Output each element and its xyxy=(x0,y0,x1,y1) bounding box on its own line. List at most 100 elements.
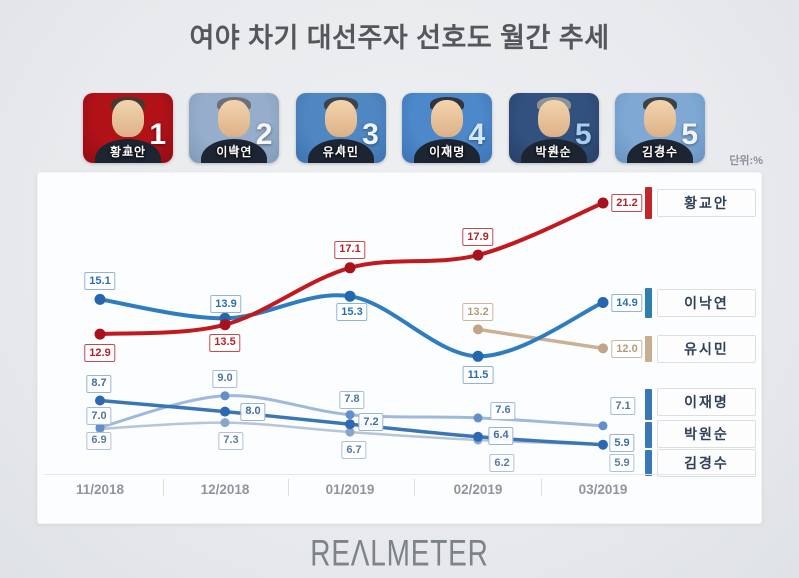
data-point-이낙연-02/2019 xyxy=(472,350,484,362)
x-axis-label-03/2019: 03/2019 xyxy=(578,482,628,497)
candidate-name: 이낙연 xyxy=(216,145,253,159)
candidate-name: 박원순 xyxy=(535,145,572,159)
value-label-박원순-12/2018: 8.0 xyxy=(240,402,266,421)
x-axis-separator xyxy=(162,479,164,496)
data-point-유시민-02/2019 xyxy=(473,324,483,335)
value-label-황교안-12/2018: 13.5 xyxy=(209,333,241,352)
candidate-photo xyxy=(324,100,357,137)
x-axis-separator xyxy=(540,479,542,496)
legend-value-이낙연: 14.9 xyxy=(611,294,643,312)
rank-number: 5 xyxy=(681,118,698,151)
value-label-김경수-11/2018: 6.9 xyxy=(86,431,112,450)
legend-value-김경수: 5.9 xyxy=(609,454,635,472)
value-label-이낙연-11/2018: 15.1 xyxy=(84,272,116,291)
value-label-이낙연-12/2018: 13.9 xyxy=(210,295,242,314)
x-axis-label-02/2019: 02/2019 xyxy=(453,482,503,497)
data-point-황교안-01/2019 xyxy=(344,262,356,274)
x-axis-line xyxy=(44,474,755,475)
rank-number: 5 xyxy=(574,118,592,151)
data-point-이재명-01/2019 xyxy=(345,410,355,420)
candidate-photo xyxy=(537,100,570,137)
value-label-이재명-11/2018: 7.0 xyxy=(86,407,112,426)
candidate-name: 김경수 xyxy=(641,145,679,159)
candidate-collar xyxy=(229,144,240,153)
candidate-collar xyxy=(123,144,133,153)
candidate-card-1: 1 황교안 xyxy=(83,93,173,163)
candidate-photo xyxy=(112,100,144,137)
candidate-photo xyxy=(644,100,676,137)
legend-bar-박원순 xyxy=(645,422,652,448)
x-axis-separator xyxy=(287,479,289,496)
data-point-박원순-12/2018 xyxy=(220,406,230,417)
legend-value-이재명: 7.1 xyxy=(610,397,636,415)
candidate-card-2: 2 이낙연 xyxy=(189,93,280,163)
value-label-유시민-02/2019: 13.2 xyxy=(462,303,494,322)
legend-name-유시민: 유시민 xyxy=(657,335,756,363)
realmeter-logo: REΛLMETER xyxy=(0,533,799,574)
data-point-박원순-11/2018 xyxy=(95,395,105,406)
candidate-photo xyxy=(431,100,464,137)
value-label-이재명-02/2019: 7.6 xyxy=(490,401,516,420)
data-point-이낙연-01/2019 xyxy=(344,290,356,302)
rank-number: 1 xyxy=(149,118,166,151)
value-label-김경수-01/2019: 6.7 xyxy=(341,441,367,460)
candidate-card-3: 3 유시민 xyxy=(295,93,386,163)
data-point-김경수-12/2018 xyxy=(220,418,230,428)
rank-number: 3 xyxy=(362,118,379,151)
legend-name-이재명: 이재명 xyxy=(657,388,756,416)
candidate-collar xyxy=(655,144,665,153)
legend-name-박원순: 박원순 xyxy=(657,420,756,448)
x-axis-label-01/2019: 01/2019 xyxy=(325,482,375,497)
value-label-황교안-01/2019: 17.1 xyxy=(334,240,366,259)
candidate-collar xyxy=(548,144,559,153)
candidate-name: 이재명 xyxy=(429,145,466,159)
legend-bar-이재명 xyxy=(645,389,652,420)
value-label-박원순-02/2019: 6.4 xyxy=(488,426,514,445)
value-label-이재명-12/2018: 9.0 xyxy=(212,369,238,388)
data-point-황교안-12/2018 xyxy=(219,319,231,331)
data-point-황교안-02/2019 xyxy=(472,249,484,261)
legend-value-박원순: 5.9 xyxy=(609,434,635,452)
data-point-박원순-03/2019 xyxy=(598,439,608,450)
legend-bar-이낙연 xyxy=(645,288,652,318)
data-point-이재명-03/2019 xyxy=(598,421,608,431)
legend-name-김경수: 김경수 xyxy=(657,449,756,477)
candidate-collar xyxy=(335,144,346,153)
data-point-박원순-01/2019 xyxy=(345,419,355,430)
realmeter-logo-text: REΛLMETER xyxy=(310,533,489,574)
chart-panel: 12.9 13.5 17.1 17.9 15.1 13.9 15.3 11.5 13.2 7.0 9… xyxy=(37,172,762,524)
legend-bar-황교안 xyxy=(645,187,652,219)
x-axis-label-12/2018: 12/2018 xyxy=(200,482,250,497)
candidate-photo xyxy=(218,100,251,137)
value-label-김경수-12/2018: 7.3 xyxy=(218,431,244,450)
legend-bar-김경수 xyxy=(645,450,652,476)
candidate-card-4: 4 이재명 xyxy=(402,93,493,163)
candidate-card-6: 5 김경수 xyxy=(615,93,705,163)
data-point-황교안-11/2018 xyxy=(94,328,106,340)
unit-label: 단위:% xyxy=(729,155,763,167)
candidate-name: 황교안 xyxy=(109,145,147,159)
rank-number: 4 xyxy=(468,118,486,151)
value-label-황교안-11/2018: 12.9 xyxy=(84,344,116,363)
legend-name-황교안: 황교안 xyxy=(657,189,756,217)
data-point-황교안-03/2019 xyxy=(597,197,609,209)
data-point-이낙연-11/2018 xyxy=(94,293,106,305)
candidate-name: 유시민 xyxy=(322,145,359,159)
legend-bar-유시민 xyxy=(645,336,652,362)
value-label-박원순-11/2018: 8.7 xyxy=(86,374,112,393)
page-title: 여야 차기 대선주자 선호도 월간 추세 xyxy=(189,23,610,53)
data-point-박원순-02/2019 xyxy=(473,431,483,442)
data-point-김경수-01/2019 xyxy=(345,427,355,437)
trend-lines-svg xyxy=(94,197,609,450)
legend-value-황교안: 21.2 xyxy=(611,194,643,212)
legend-name-이낙연: 이낙연 xyxy=(657,289,756,317)
data-point-이재명-12/2018 xyxy=(220,391,230,401)
data-point-유시민-03/2019 xyxy=(598,343,608,354)
data-point-이낙연-03/2019 xyxy=(597,297,609,308)
rank-number: 2 xyxy=(255,118,273,151)
x-axis-separator xyxy=(414,479,415,496)
value-label-이낙연-02/2019: 11.5 xyxy=(462,366,494,385)
candidate-card-5: 5 박원순 xyxy=(508,93,599,163)
value-label-김경수-02/2019: 6.2 xyxy=(489,454,515,472)
